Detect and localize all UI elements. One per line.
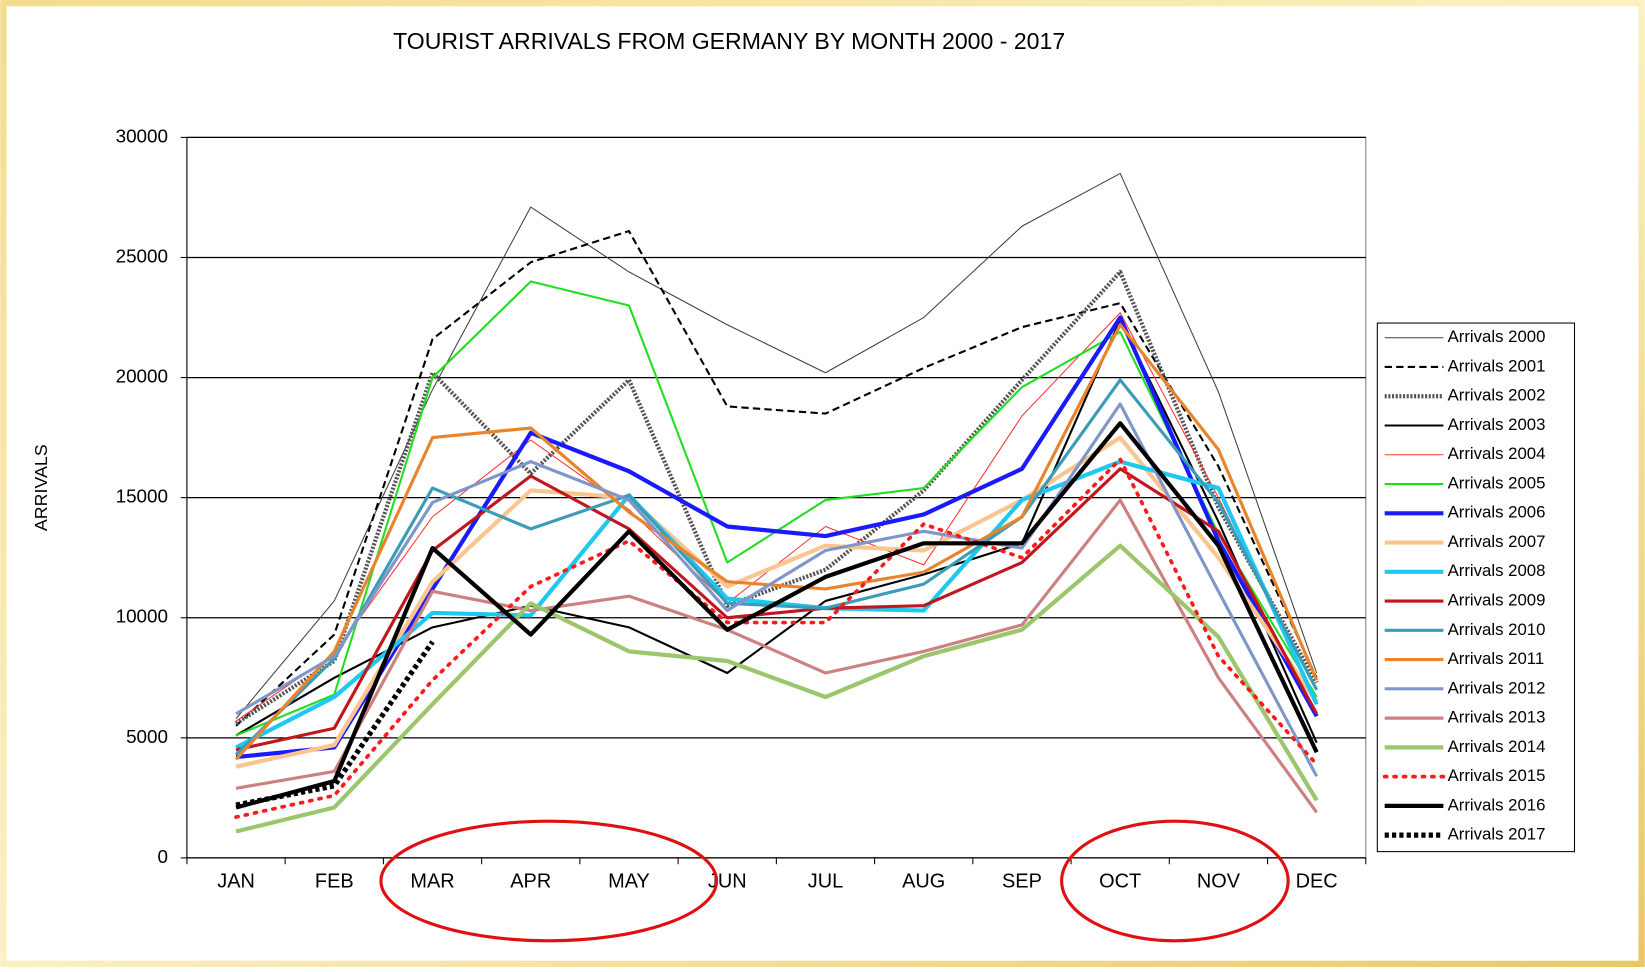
x-tick-label: AUG bbox=[902, 870, 945, 892]
x-tick-label: DEC bbox=[1296, 870, 1338, 892]
chart-title: TOURIST ARRIVALS FROM GERMANY BY MONTH 2… bbox=[393, 28, 1065, 54]
legend-label: Arrivals 2008 bbox=[1448, 561, 1546, 580]
x-tick-label: JUL bbox=[808, 870, 843, 892]
x-tick-label: JAN bbox=[217, 870, 255, 892]
x-tick-label: NOV bbox=[1197, 870, 1241, 892]
series-line bbox=[235, 435, 1319, 769]
x-tick-label: MAR bbox=[410, 870, 454, 892]
y-tick-label: 15000 bbox=[116, 486, 168, 507]
y-tick-label: 10000 bbox=[116, 606, 168, 627]
legend-label: Arrivals 2004 bbox=[1448, 444, 1546, 463]
y-tick-label: 30000 bbox=[116, 125, 168, 146]
y-tick-label: 0 bbox=[158, 846, 168, 867]
y-tick-label: 25000 bbox=[116, 245, 168, 266]
legend-label: Arrivals 2007 bbox=[1448, 532, 1546, 551]
series-line bbox=[235, 230, 1318, 727]
annotation-ellipse bbox=[1060, 819, 1290, 943]
annotation-ellipse bbox=[379, 819, 719, 943]
legend-label: Arrivals 2016 bbox=[1448, 795, 1546, 814]
legend-label: Arrivals 2011 bbox=[1448, 649, 1545, 668]
y-tick-label: 20000 bbox=[116, 366, 168, 387]
series-line bbox=[235, 498, 1318, 814]
background bbox=[6, 6, 1639, 961]
x-tick-label: APR bbox=[510, 870, 551, 892]
y-axis-label: ARRIVALS bbox=[31, 444, 51, 531]
legend-label: Arrivals 2009 bbox=[1448, 591, 1546, 610]
x-tick-label: MAY bbox=[608, 870, 650, 892]
series-line bbox=[234, 378, 1319, 756]
series-line bbox=[234, 457, 1319, 819]
legend-label: Arrivals 2000 bbox=[1448, 327, 1546, 346]
legend-label: Arrivals 2010 bbox=[1448, 620, 1546, 639]
series-line bbox=[235, 315, 1319, 760]
y-tick-label: 5000 bbox=[126, 726, 168, 747]
series-line bbox=[235, 402, 1319, 778]
legend-label: Arrivals 2003 bbox=[1448, 415, 1546, 434]
series-line bbox=[234, 269, 1319, 726]
series-line bbox=[235, 640, 435, 808]
series-line bbox=[235, 421, 1319, 810]
legend-label: Arrivals 2013 bbox=[1448, 708, 1546, 727]
series-line bbox=[234, 323, 1319, 761]
legend-label: Arrivals 2001 bbox=[1448, 356, 1546, 375]
legend-box bbox=[1376, 322, 1576, 853]
legend-label: Arrivals 2014 bbox=[1448, 737, 1546, 756]
x-tick-label: FEB bbox=[315, 870, 354, 892]
x-tick-label: OCT bbox=[1099, 870, 1141, 892]
x-tick-label: SEP bbox=[1002, 870, 1042, 892]
legend-label: Arrivals 2017 bbox=[1448, 825, 1546, 844]
series-line bbox=[235, 543, 1319, 834]
legend-label: Arrivals 2005 bbox=[1448, 473, 1546, 492]
legend-label: Arrivals 2006 bbox=[1448, 503, 1546, 522]
legend-label: Arrivals 2012 bbox=[1448, 678, 1546, 697]
series-line bbox=[235, 467, 1319, 752]
series-line bbox=[235, 172, 1318, 719]
legend-label: Arrivals 2002 bbox=[1448, 386, 1546, 405]
legend-label: Arrivals 2015 bbox=[1448, 766, 1546, 785]
